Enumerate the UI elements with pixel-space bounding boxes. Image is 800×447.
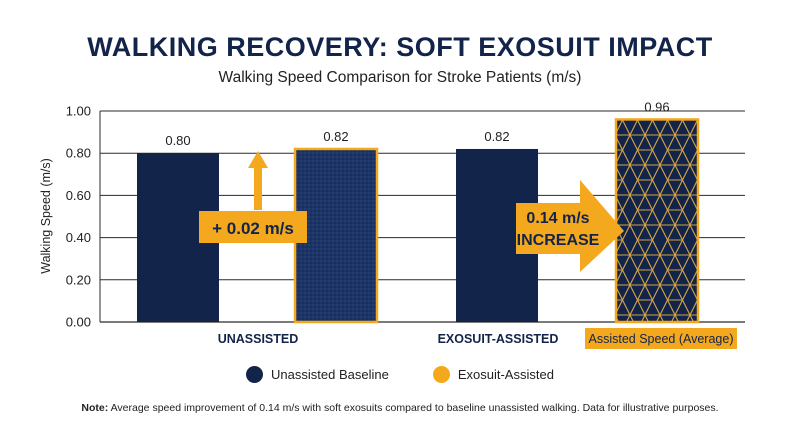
legend-label-exosuit: Exosuit-Assisted xyxy=(457,367,554,382)
legend-label-unassisted: Unassisted Baseline xyxy=(271,367,389,382)
annotation-text-line-1: INCREASE xyxy=(517,232,600,249)
annotation-right-arrow xyxy=(516,180,624,272)
legend-swatch-unassisted xyxy=(246,366,264,383)
category-label-0: UNASSISTED xyxy=(218,332,299,346)
data-label-1-0: 0.82 xyxy=(323,129,348,144)
y-tick-label-2: 0.40 xyxy=(66,230,91,245)
category-label-1: EXOSUIT-ASSISTED xyxy=(438,332,559,346)
footnote: Note: Average speed improvement of 0.14 … xyxy=(0,402,800,414)
y-axis-label: Walking Speed (m/s) xyxy=(39,158,53,274)
data-label-0-0: 0.80 xyxy=(165,133,190,148)
annotation-text-line-0: 0.14 m/s xyxy=(526,210,589,227)
annotation-text-small: + 0.02 m/s xyxy=(212,219,294,238)
chart-title: WALKING RECOVERY: SOFT EXOSUIT IMPACT xyxy=(87,32,713,62)
legend-swatch-exosuit xyxy=(432,366,450,383)
highlight-label-box xyxy=(585,328,737,349)
y-tick-label-1: 0.20 xyxy=(66,272,91,287)
highlight-label: Assisted Speed (Average) xyxy=(589,332,734,346)
y-tick-label-0: 0.00 xyxy=(66,315,91,330)
footnote-label: Note: xyxy=(81,402,109,414)
annotation-box-small xyxy=(199,211,307,243)
legend: Unassisted Baseline Exosuit-Assisted xyxy=(0,366,800,383)
data-label-0-1: 0.82 xyxy=(484,129,509,144)
data-label-1-1: 0.96 xyxy=(644,99,669,114)
legend-item-exosuit: Exosuit-Assisted xyxy=(432,366,554,383)
y-tick-label-3: 0.60 xyxy=(66,188,91,203)
y-tick-label-4: 0.80 xyxy=(66,146,91,161)
y-tick-label-5: 1.00 xyxy=(66,104,91,119)
bar-exosuit-0 xyxy=(293,147,379,324)
chart-subtitle: Walking Speed Comparison for Stroke Pati… xyxy=(218,69,582,86)
bar-exosuit-1 xyxy=(614,118,700,324)
legend-item-unassisted: Unassisted Baseline xyxy=(246,366,389,383)
footnote-text: Average speed improvement of 0.14 m/s wi… xyxy=(108,402,719,414)
annotation-up-arrow xyxy=(248,151,268,210)
